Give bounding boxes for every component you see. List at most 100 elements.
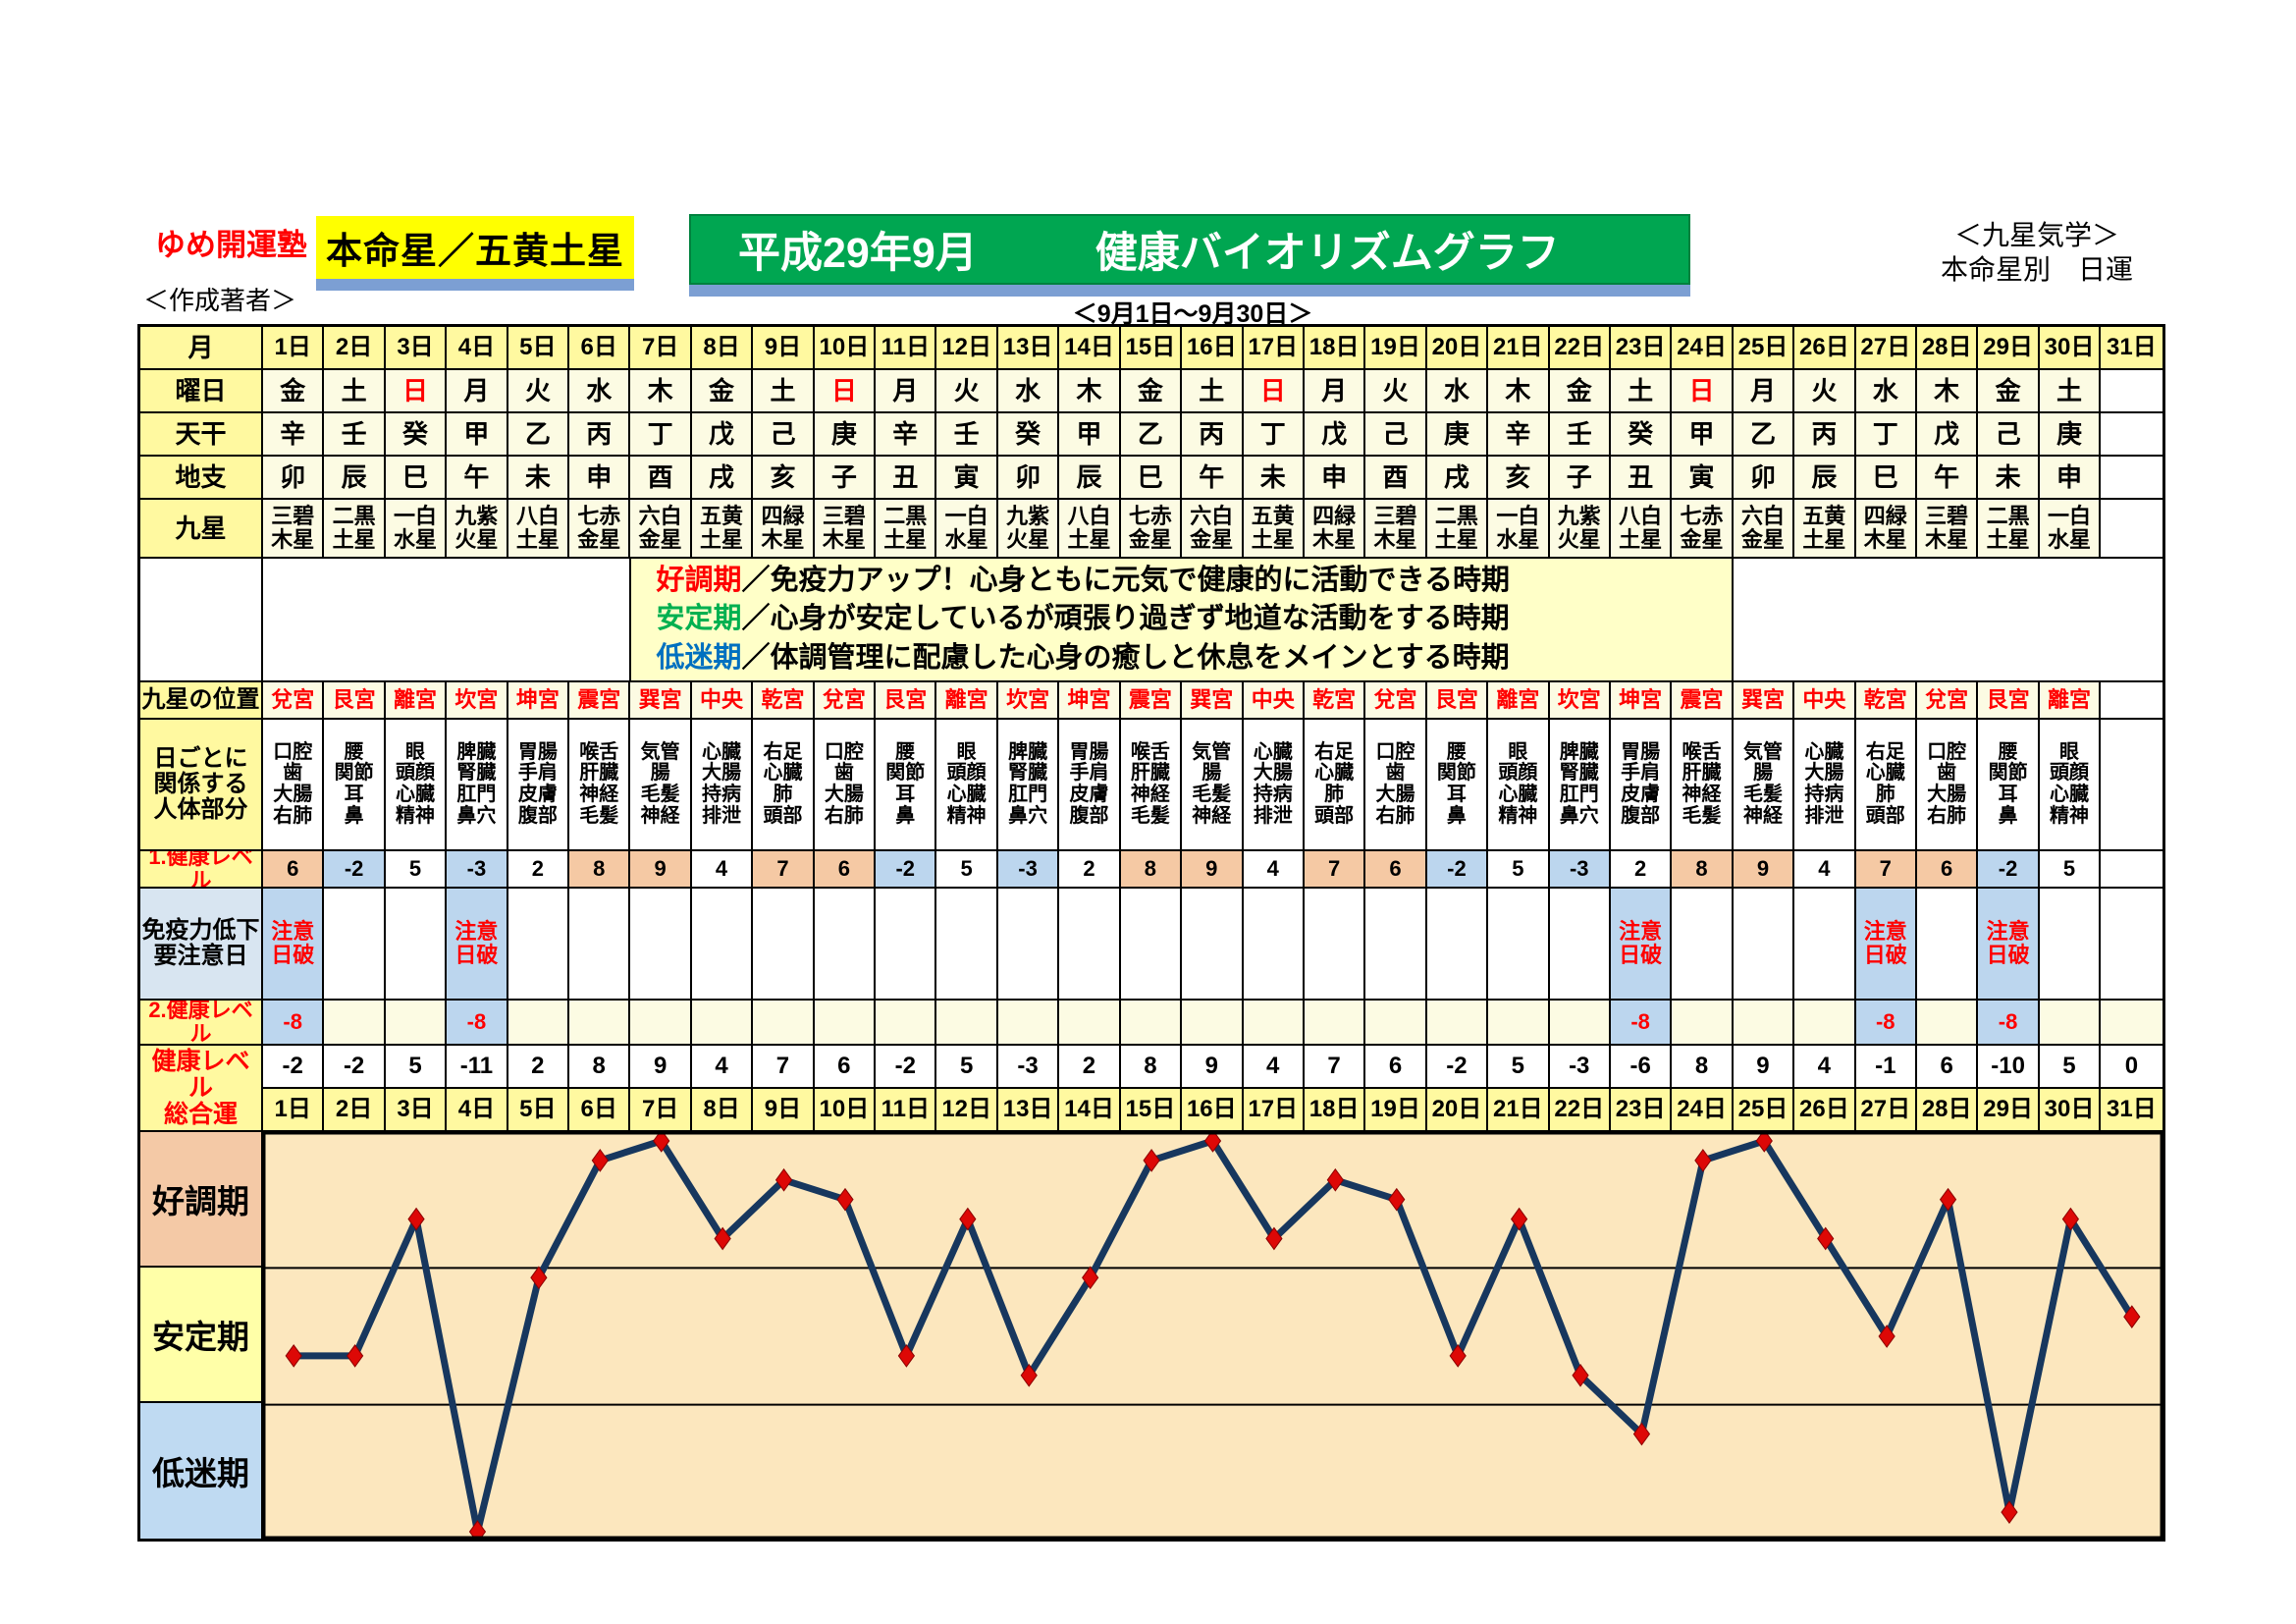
total-value-cell-27: -1: [1855, 1046, 1917, 1087]
health1-cell-16: 9: [1182, 851, 1244, 887]
kyusei-cell-4: 九紫 火星: [447, 500, 508, 557]
kyusei-cell-12: 一白 水星: [936, 500, 998, 557]
body-parts-row-label: 日ごとに 関係する 人体部分: [140, 720, 263, 849]
total-day-cell-25: 25日: [1733, 1089, 1795, 1130]
position-cell-21: 離宮: [1488, 682, 1550, 718]
chishi-cell-12: 寅: [936, 457, 998, 498]
title-banner: 平成29年9月 健康バイオリズムグラフ: [689, 214, 1690, 285]
position-cell-29: 艮宮: [1978, 682, 2040, 718]
total-value-cell-29: -10: [1978, 1046, 2040, 1087]
tenkan-cell-26: 丙: [1794, 413, 1856, 455]
day-header-11: 11日: [876, 327, 937, 368]
tenkan-cell-24: 甲: [1672, 413, 1734, 455]
month-row-label: 月: [140, 327, 263, 368]
data-point-marker-day23: [1632, 1422, 1651, 1446]
total-value-cell-24: 8: [1672, 1046, 1734, 1087]
health1-cell-12: 5: [936, 851, 998, 887]
legend-term-1: 好調期: [656, 565, 742, 597]
chishi-cell-5: 未: [507, 457, 570, 498]
weekday-cell-26: 火: [1794, 370, 1856, 411]
legend-gap-cell: [263, 559, 631, 680]
position-cell-10: 兌宮: [814, 682, 877, 718]
total-day-cell-23: 23日: [1610, 1089, 1673, 1130]
period-range: ＜9月1日～9月30日＞: [1072, 300, 1313, 328]
weekday-cell-4: 月: [447, 370, 508, 411]
chishi-cell-19: 酉: [1365, 457, 1427, 498]
tenkan-cell-31: [2101, 413, 2163, 455]
data-point-marker-day13: [1020, 1363, 1038, 1387]
body-parts-cell-19: 口腔歯大腸 右肺: [1365, 720, 1427, 849]
weekday-cell-21: 木: [1488, 370, 1550, 411]
day-header-16: 16日: [1182, 327, 1244, 368]
health2-cell-28: [1916, 1001, 1979, 1044]
health1-cell-4: -3: [447, 851, 508, 887]
total-value-cell-5: 2: [507, 1046, 570, 1087]
kyusei-kigaku-line1: ＜九星気学＞: [1953, 220, 2119, 250]
kyusei-cell-11: 二黒 土星: [876, 500, 937, 557]
data-point-marker-day18: [1326, 1167, 1344, 1192]
chishi-cell-11: 丑: [876, 457, 937, 498]
total-day-cell-28: 28日: [1916, 1089, 1979, 1130]
health1-cell-13: -3: [997, 851, 1060, 887]
kyusei-cell-25: 六白 金星: [1733, 500, 1795, 557]
body-parts-cell-27: 右足 心臓肺頭部: [1855, 720, 1917, 849]
health2-cell-9: [753, 1001, 815, 1044]
data-point-marker-day31: [2123, 1305, 2141, 1328]
health2-cell-15: [1120, 1001, 1183, 1044]
day-header-15: 15日: [1120, 327, 1183, 368]
kyusei-cell-2: 二黒 土星: [324, 500, 386, 557]
total-day-cell-5: 5日: [507, 1089, 570, 1130]
chishi-cell-6: 申: [569, 457, 631, 498]
health2-cell-17: [1243, 1001, 1305, 1044]
day-header-13: 13日: [997, 327, 1060, 368]
day-header-23: 23日: [1610, 327, 1673, 368]
total-value-cell-4: -11: [447, 1046, 508, 1087]
total-value-cell-19: 6: [1365, 1046, 1427, 1087]
kyusei-cell-6: 七赤 金星: [569, 500, 631, 557]
chishi-cell-15: 巳: [1120, 457, 1183, 498]
position-cell-8: 中央: [691, 682, 754, 718]
chishi-cell-14: 辰: [1059, 457, 1121, 498]
chishi-cell-25: 卯: [1733, 457, 1795, 498]
position-cell-15: 震宮: [1120, 682, 1183, 718]
weekday-cell-17: 日: [1243, 370, 1305, 411]
total-day-cell-26: 26日: [1794, 1089, 1856, 1130]
tenkan-cell-13: 癸: [997, 413, 1060, 455]
health2-cell-18: [1304, 1001, 1366, 1044]
total-day-cell-31: 31日: [2101, 1089, 2163, 1130]
tenkan-cell-30: 庚: [2039, 413, 2102, 455]
title-month: 平成29年9月: [738, 230, 978, 277]
tenkan-cell-18: 戊: [1304, 413, 1366, 455]
weekday-cell-15: 金: [1120, 370, 1183, 411]
total-day-cell-27: 27日: [1855, 1089, 1917, 1130]
body-parts-cell-31: [2101, 720, 2163, 849]
body-parts-cell-7: 気管腸毛髪 神経: [630, 720, 692, 849]
tenkan-cell-27: 丁: [1855, 413, 1917, 455]
chishi-cell-16: 午: [1182, 457, 1244, 498]
zone-label-3: 低迷期: [140, 1403, 263, 1539]
day-header-1: 1日: [263, 327, 325, 368]
body-parts-cell-16: 気管腸毛髪 神経: [1182, 720, 1244, 849]
weekday-cell-9: 土: [753, 370, 815, 411]
weekday-cell-27: 水: [1855, 370, 1917, 411]
data-point-marker-day21: [1510, 1207, 1528, 1231]
health2-row-label: 2.健康レベル: [140, 1001, 263, 1044]
kyusei-cell-17: 五黄 土星: [1243, 500, 1305, 557]
total-day-cell-24: 24日: [1672, 1089, 1734, 1130]
tenkan-cell-2: 壬: [324, 413, 386, 455]
total-value-cell-7: 9: [630, 1046, 692, 1087]
immunity-cell-24: [1672, 889, 1734, 999]
immunity-cell-3: [385, 889, 448, 999]
immunity-cell-4: 注意 日破: [447, 889, 508, 999]
total-day-cell-19: 19日: [1365, 1089, 1427, 1130]
data-point-marker-day12: [959, 1207, 977, 1231]
body-parts-cell-13: 脾臓 腎臓 肛門 鼻穴: [997, 720, 1060, 849]
honmeisei-badge: 本命星／五黄土星: [316, 216, 634, 279]
biorhythm-table: 月 1日 2日 3日 4日 5日 6日 7日 8日 9日 10日 11日 12日 13日 14日 15日 16日…: [137, 324, 2165, 1542]
immunity-cell-16: [1182, 889, 1244, 999]
kyusei-cell-18: 四緑 木星: [1304, 500, 1366, 557]
health1-cell-25: 9: [1733, 851, 1795, 887]
weekday-cell-11: 月: [876, 370, 937, 411]
health1-cell-27: 7: [1855, 851, 1917, 887]
total-value-cell-11: -2: [876, 1046, 937, 1087]
